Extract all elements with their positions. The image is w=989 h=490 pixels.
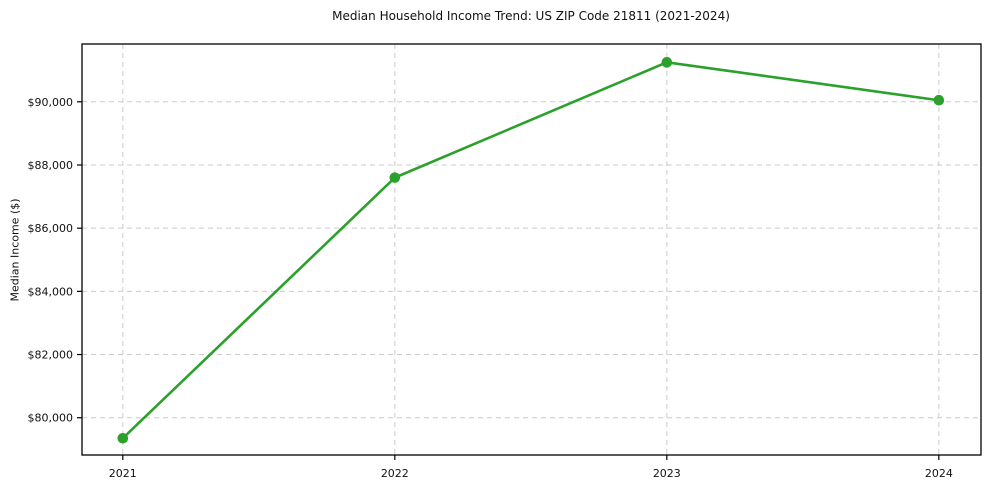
y-tick-label-82000: $82,000 [28, 349, 74, 362]
median-income-trend-line [121, 61, 941, 440]
plot-background [82, 44, 981, 455]
y-tick-label-88000: $88,000 [28, 159, 74, 172]
x-tick-label-2021: 2021 [109, 467, 137, 480]
x-tick-label-2022: 2022 [381, 467, 409, 480]
y-tick-label-90000: $90,000 [28, 96, 74, 109]
data-point-2024 [933, 94, 945, 106]
y-tick-label-86000: $86,000 [28, 222, 74, 235]
x-tick-label-2023: 2023 [653, 467, 681, 480]
data-point-2023 [661, 57, 673, 68]
chart-title: Median Household Income Trend: US ZIP Co… [332, 9, 730, 23]
y-tick-label-80000: $80,000 [28, 412, 74, 425]
data-point-2021 [117, 432, 129, 444]
y-tick-label-84000: $84,000 [28, 285, 74, 298]
data-point-2022 [389, 172, 401, 183]
x-tick-label-2024: 2024 [925, 467, 953, 480]
axes-border [81, 43, 982, 456]
